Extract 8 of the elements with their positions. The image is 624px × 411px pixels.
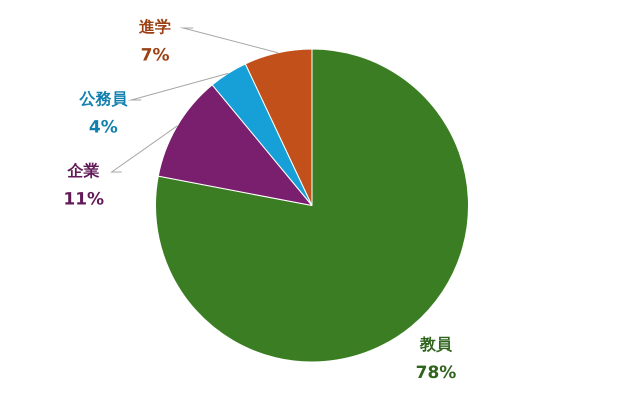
- slice-label: 公務員: [78, 89, 128, 108]
- slice-label: 企業: [66, 161, 100, 180]
- slice-label: 進学: [138, 17, 172, 36]
- slice-label: 教員: [418, 334, 453, 354]
- data-label: 7%: [140, 45, 170, 66]
- data-label: 11%: [63, 189, 104, 210]
- data-label: 78%: [416, 362, 456, 383]
- data-label: 4%: [88, 117, 118, 138]
